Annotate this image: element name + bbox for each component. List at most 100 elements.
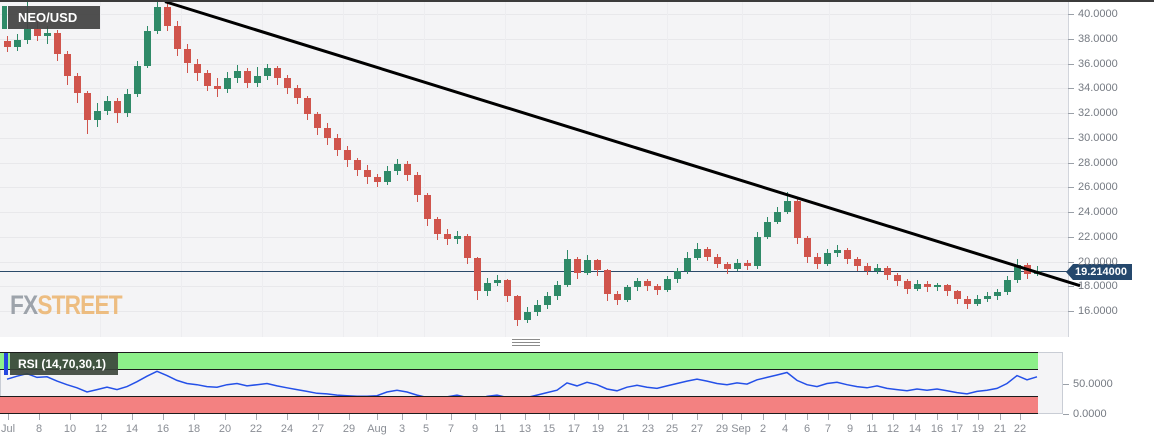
candle — [363, 169, 371, 178]
time-axis-tick — [978, 414, 979, 420]
candle — [653, 286, 661, 290]
time-axis-tick — [828, 414, 829, 420]
price-gridline — [0, 137, 1068, 139]
time-axis-label: 14 — [125, 423, 139, 435]
pane-resize-grip-icon[interactable] — [512, 339, 540, 348]
candle — [603, 270, 611, 294]
price-gridline — [0, 162, 1068, 164]
time-axis-label: 11 — [866, 423, 878, 435]
candle — [93, 110, 101, 121]
time-axis-label: 24 — [280, 423, 294, 435]
candle — [3, 41, 11, 48]
time-axis-label: 12 — [886, 423, 900, 435]
price-gridline — [0, 38, 1068, 40]
candle — [183, 48, 191, 64]
rsi-oversold-band — [0, 396, 1038, 414]
price-gridline — [0, 187, 1068, 189]
time-gridline — [586, 0, 587, 337]
candle — [903, 281, 911, 289]
price-axis-tick — [1068, 14, 1074, 15]
time-axis-label: 8 — [35, 423, 43, 435]
candle — [723, 263, 731, 269]
candle — [763, 221, 771, 237]
candle — [863, 266, 871, 272]
candle — [573, 259, 581, 273]
candle — [233, 70, 241, 79]
time-axis-tick — [623, 414, 624, 420]
price-axis-tick — [1068, 187, 1074, 189]
price-axis-label: 34.0000 — [1078, 82, 1118, 95]
time-axis-tick — [132, 414, 133, 420]
time-axis-tick — [574, 414, 575, 420]
candle — [613, 293, 621, 300]
price-axis-tick — [1068, 212, 1074, 213]
candle — [463, 235, 471, 258]
candle — [543, 296, 551, 305]
candle — [503, 280, 511, 297]
time-axis-tick — [722, 414, 723, 420]
candle — [143, 31, 151, 66]
time-axis-tick — [872, 414, 873, 420]
candle — [733, 262, 741, 269]
rsi-axis-label: 0.0000 — [1073, 408, 1107, 420]
candle — [983, 296, 991, 299]
time-axis-label: 18 — [187, 423, 201, 435]
candle — [803, 237, 811, 257]
time-axis-label: Jul — [0, 423, 16, 435]
candle — [753, 236, 761, 267]
candle — [323, 127, 331, 138]
candle — [163, 6, 171, 27]
candle — [533, 304, 541, 313]
candle — [193, 63, 201, 74]
candle — [963, 298, 971, 304]
time-axis-tick — [475, 414, 476, 420]
price-axis-label: 32.0000 — [1078, 107, 1118, 119]
candle — [943, 285, 951, 292]
price-axis-label: 22.0000 — [1078, 230, 1118, 243]
pane-separator — [0, 338, 1154, 352]
candle — [83, 93, 91, 121]
time-axis-label: 13 — [518, 423, 532, 435]
candle — [153, 6, 161, 32]
time-axis-tick — [525, 414, 526, 420]
candle — [793, 200, 801, 238]
candle — [643, 281, 651, 287]
candle — [393, 163, 401, 172]
time-axis-label: 16 — [156, 423, 170, 435]
time-gridline — [377, 0, 378, 337]
candle — [873, 267, 881, 272]
candle — [223, 78, 231, 90]
time-axis-label: 23 — [641, 423, 655, 435]
price-axis-label: 38.0000 — [1078, 32, 1118, 45]
time-axis-label: 25 — [665, 423, 679, 435]
price-axis-label: 28.0000 — [1078, 156, 1118, 169]
candle — [703, 249, 711, 257]
candle — [973, 298, 981, 304]
candle — [633, 281, 641, 288]
time-axis-tick — [194, 414, 195, 420]
time-axis-tick — [256, 414, 257, 420]
candle — [833, 250, 841, 253]
candle — [63, 53, 71, 76]
price-axis-label: 24.0000 — [1078, 206, 1118, 218]
time-axis-tick — [697, 414, 698, 420]
time-axis-tick — [377, 414, 378, 420]
time-axis-label: 9 — [846, 423, 854, 435]
candle — [853, 259, 861, 267]
candle — [343, 150, 351, 161]
candle — [423, 194, 431, 220]
time-gridline — [100, 0, 101, 337]
fxstreet-watermark: FXSTREET — [10, 290, 123, 321]
rsi-axis-tick — [1063, 384, 1069, 385]
time-axis-label: 7 — [447, 423, 455, 435]
time-axis-tick — [8, 414, 9, 420]
time-axis-tick — [70, 414, 71, 420]
candle — [303, 98, 311, 115]
time-axis-label: 19 — [591, 423, 605, 435]
symbol-label: NEO/USD — [2, 6, 100, 29]
price-axis-tick — [1068, 38, 1074, 40]
candle — [1023, 265, 1031, 274]
time-axis-tick — [850, 414, 851, 420]
time-axis-label: 2 — [759, 423, 767, 435]
